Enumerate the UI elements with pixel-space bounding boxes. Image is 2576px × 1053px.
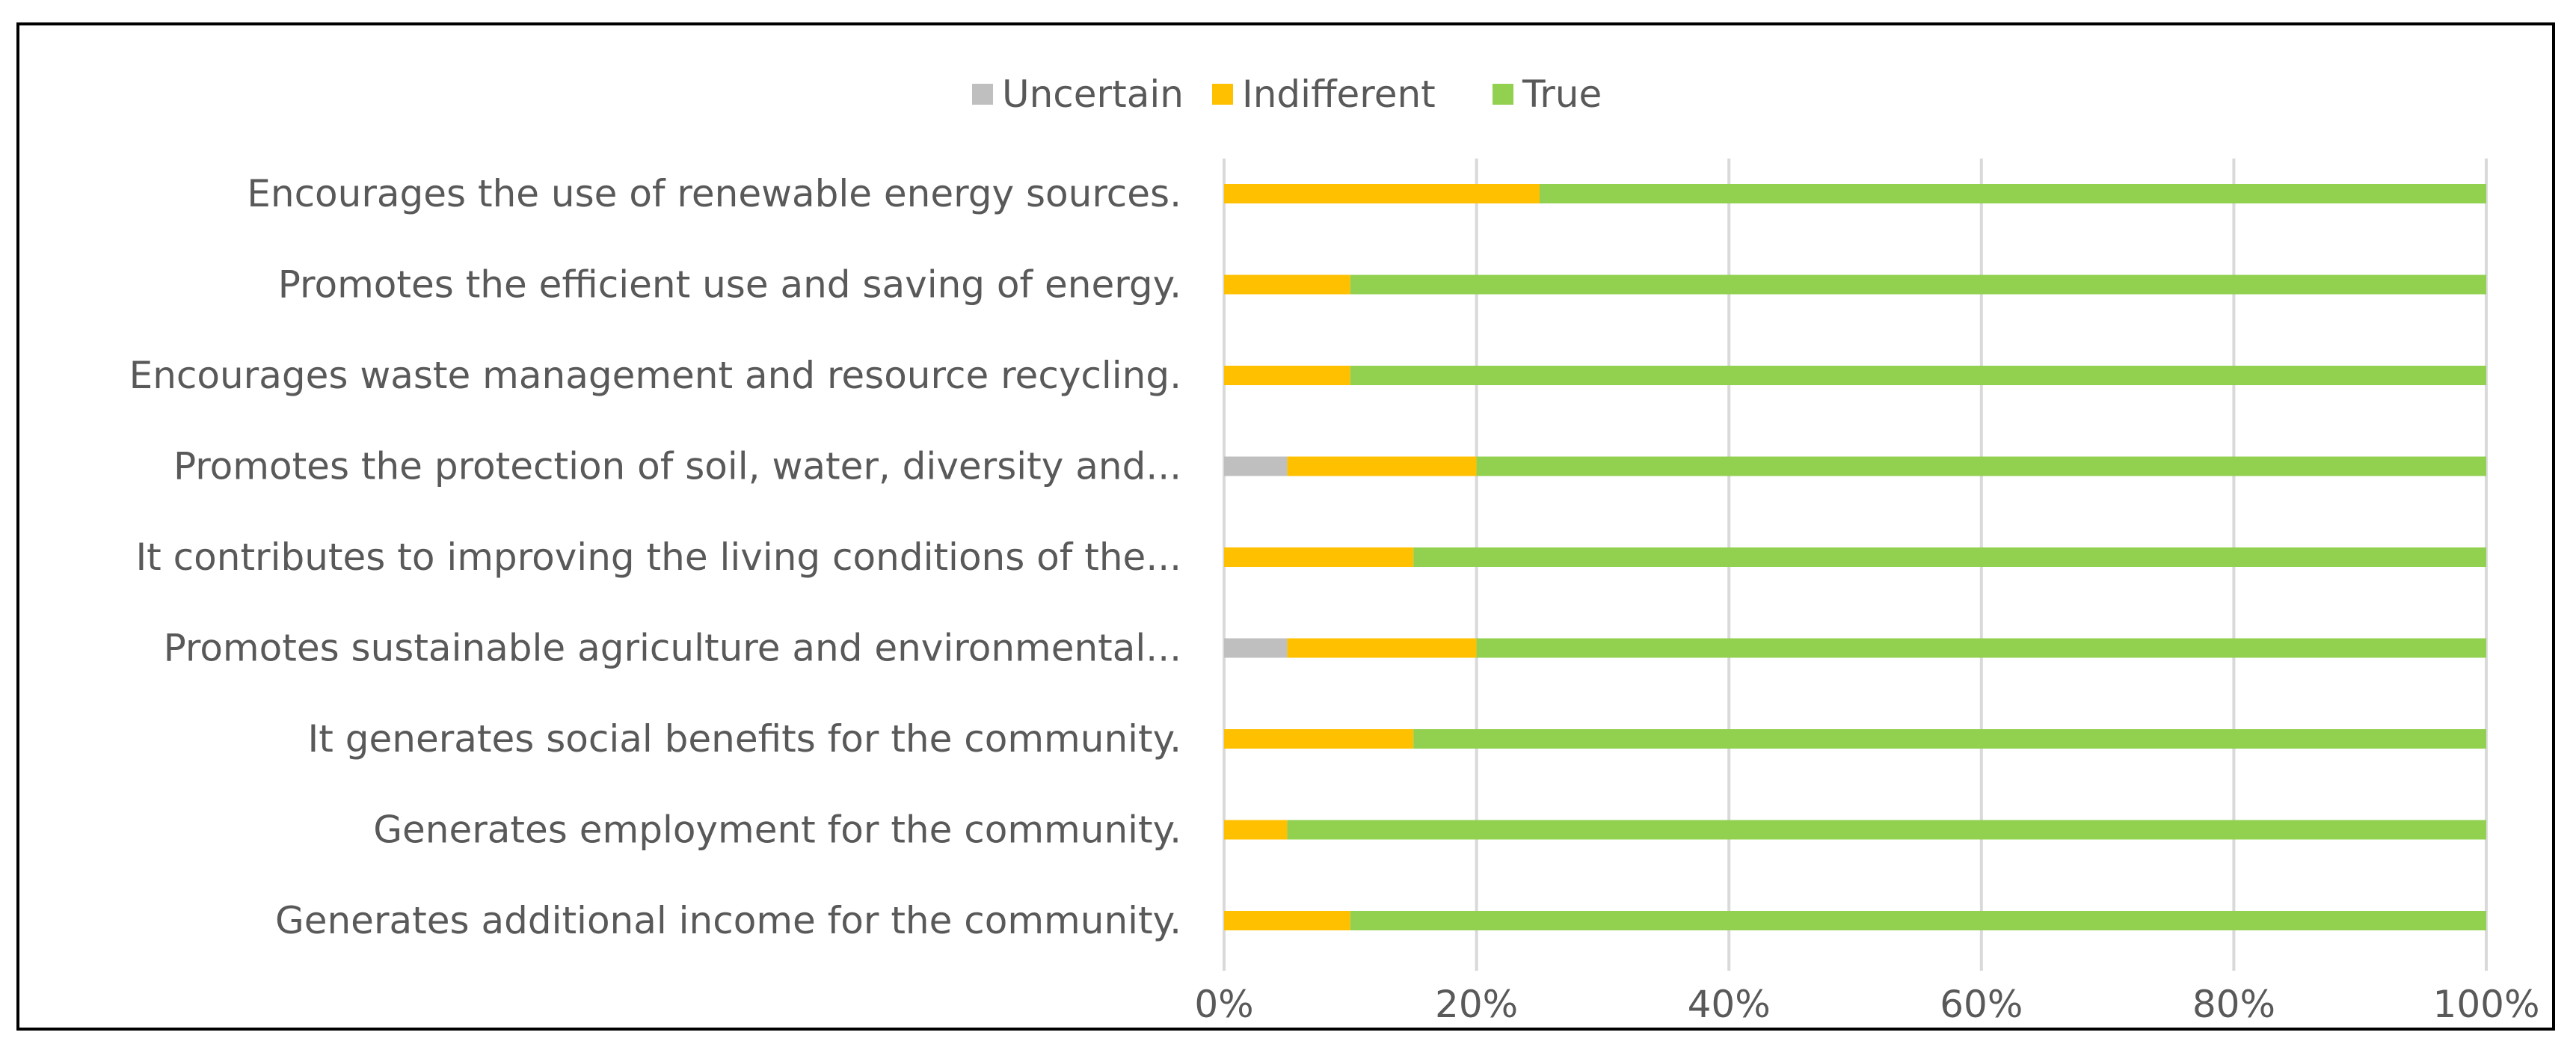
category-label: Promotes sustainable agriculture and env… — [164, 627, 1181, 670]
bar-true-8 — [1287, 820, 2486, 840]
bar-true-9 — [1350, 911, 2486, 930]
bar-true-1 — [1540, 184, 2486, 203]
category-labels: Encourages the use of renewable energy s… — [129, 172, 1181, 942]
category-label: It contributes to improving the living c… — [135, 535, 1181, 579]
category-label: Generates employment for the community. — [373, 808, 1181, 852]
bar-indifferent-9 — [1224, 911, 1350, 930]
bar-indifferent-5 — [1224, 547, 1414, 567]
x-tick-label: 80% — [2192, 983, 2275, 1026]
category-label: It generates social benefits for the com… — [308, 717, 1181, 761]
legend-label-uncertain: Uncertain — [1002, 73, 1184, 116]
legend-swatch-true — [1493, 84, 1513, 105]
x-tick-label: 40% — [1688, 983, 1771, 1026]
category-label: Generates additional income for the comm… — [275, 899, 1181, 942]
bar-uncertain-4 — [1224, 456, 1288, 476]
category-label: Promotes the efficient use and saving of… — [278, 263, 1181, 307]
bar-indifferent-1 — [1224, 184, 1540, 203]
bar-uncertain-6 — [1224, 638, 1288, 658]
x-tick-label: 0% — [1194, 983, 1253, 1026]
bar-indifferent-7 — [1224, 729, 1414, 749]
category-label: Encourages waste management and resource… — [129, 354, 1181, 397]
bar-true-5 — [1413, 547, 2486, 567]
legend: Uncertain Indifferent True — [972, 73, 1602, 116]
legend-swatch-indifferent — [1212, 84, 1233, 105]
legend-label-indifferent: Indifferent — [1242, 73, 1436, 116]
bar-true-4 — [1476, 456, 2486, 476]
x-tick-label: 60% — [1940, 983, 2023, 1026]
bar-indifferent-6 — [1287, 638, 1477, 658]
bar-indifferent-2 — [1224, 274, 1350, 295]
bar-indifferent-3 — [1224, 366, 1350, 385]
bar-true-6 — [1476, 638, 2486, 658]
bar-true-2 — [1350, 274, 2486, 295]
bar-true-3 — [1350, 366, 2486, 385]
category-label: Encourages the use of renewable energy s… — [247, 172, 1181, 215]
bar-indifferent-8 — [1224, 820, 1288, 840]
x-tick-label: 20% — [1435, 983, 1518, 1026]
x-tick-label: 100% — [2433, 983, 2540, 1026]
bar-true-7 — [1413, 729, 2486, 749]
legend-swatch-uncertain — [972, 84, 993, 105]
x-tick-labels: 0% 20% 40% 60% 80% 100% — [1194, 983, 2539, 1026]
bars — [1224, 184, 2486, 930]
category-label: Promotes the protection of soil, water, … — [173, 445, 1181, 488]
legend-label-true: True — [1522, 73, 1602, 116]
bar-indifferent-4 — [1287, 456, 1477, 476]
